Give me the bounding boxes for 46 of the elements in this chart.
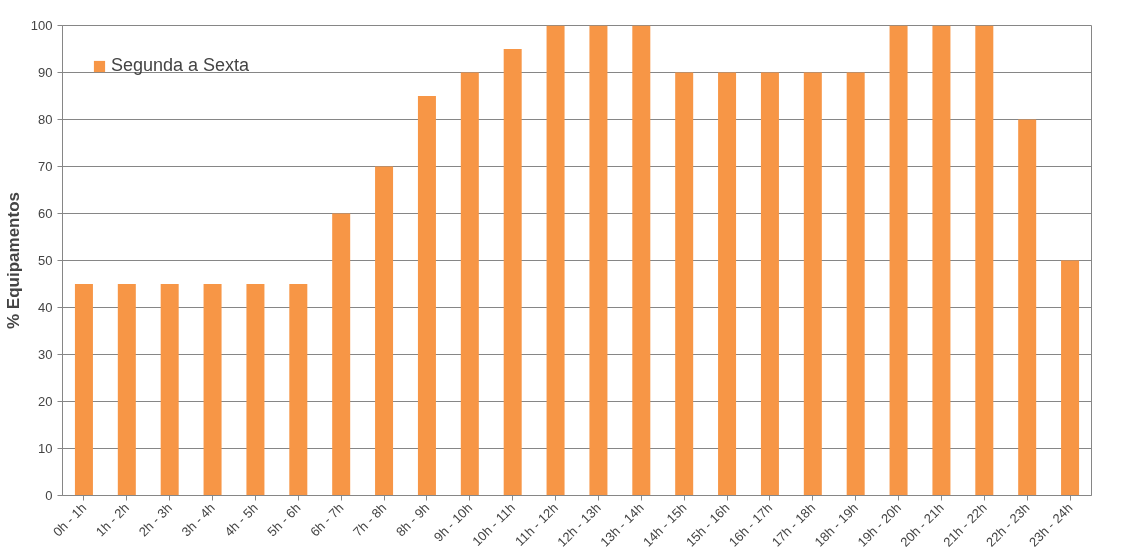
x-tick-label: 0h - 1h (50, 500, 90, 540)
bar (503, 49, 522, 496)
bar (589, 25, 608, 496)
y-tick-label: 40 (38, 300, 53, 315)
y-tick-label: 10 (38, 441, 53, 456)
x-tick-label: 4h - 5h (221, 500, 261, 540)
bar (375, 166, 394, 496)
bar (803, 72, 822, 496)
bar (160, 284, 179, 496)
bar (289, 284, 308, 496)
bar (932, 25, 951, 496)
bar (1018, 119, 1037, 496)
x-tick-label: 8h - 9h (393, 500, 433, 540)
x-tick-label: 6h - 7h (307, 500, 347, 540)
bar (203, 284, 222, 496)
y-tick-label: 0 (45, 488, 53, 503)
bar (460, 72, 479, 496)
x-tick-label: 7h - 8h (350, 500, 390, 540)
x-tick-label: 5h - 6h (264, 500, 304, 540)
y-tick-label: 90 (38, 65, 53, 80)
bar (975, 25, 994, 496)
x-tick-label: 1h - 2h (92, 500, 133, 540)
bar (246, 284, 265, 496)
bar (889, 25, 908, 496)
bar (1061, 260, 1080, 496)
y-tick-label: 60 (38, 206, 53, 221)
bar (846, 72, 865, 496)
bar (546, 25, 565, 496)
y-tick-label: 50 (38, 253, 53, 268)
bar (74, 284, 93, 496)
bar (718, 72, 737, 496)
bar (760, 72, 779, 496)
bar (675, 72, 694, 496)
y-tick-label: 80 (38, 112, 53, 127)
bar (332, 213, 351, 496)
bar (417, 96, 436, 496)
y-tick-label: 20 (38, 394, 53, 409)
y-axis-title: % Equipamentos (3, 192, 23, 329)
bar (117, 284, 136, 496)
bar (632, 25, 651, 496)
x-tick-label: 3h - 4h (178, 500, 218, 540)
y-tick-label: 100 (30, 18, 53, 33)
y-tick-label: 30 (38, 347, 53, 362)
y-tick-label: 70 (38, 159, 53, 174)
legend-label: Segunda a Sexta (111, 55, 250, 76)
x-tick-label: 2h - 3h (135, 500, 175, 540)
